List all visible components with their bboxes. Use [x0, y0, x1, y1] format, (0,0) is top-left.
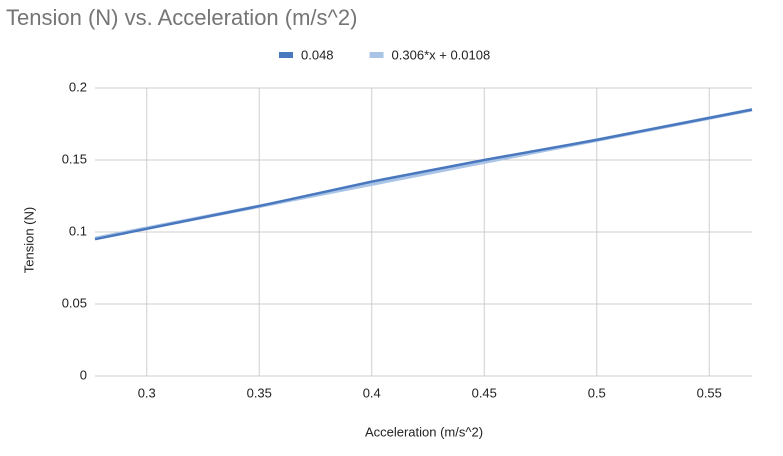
y-tick-label: 0.15	[62, 151, 87, 166]
legend-label: 0.306*x + 0.0108	[392, 47, 491, 62]
y-tick-label: 0.1	[69, 223, 87, 238]
x-tick-label: 0.45	[472, 385, 497, 400]
x-tick-label: 0.3	[138, 385, 156, 400]
series-line	[94, 108, 753, 241]
x-tick-label: 0.35	[247, 385, 272, 400]
y-tick-label: 0.05	[62, 295, 87, 310]
y-axis-label: Tension (N)	[21, 207, 36, 273]
chart-title: Tension (N) vs. Acceleration (m/s^2)	[6, 5, 357, 30]
x-tick-label: 0.4	[363, 385, 381, 400]
legend-label: 0.048	[301, 47, 334, 62]
legend-swatch	[279, 52, 293, 58]
legend-swatch	[369, 52, 384, 58]
x-tick-label: 0.5	[588, 385, 606, 400]
y-tick-label: 0	[80, 367, 87, 382]
x-tick-label: 0.55	[697, 385, 722, 400]
y-tick-label: 0.2	[69, 79, 87, 94]
x-axis-label: Acceleration (m/s^2)	[365, 424, 483, 439]
